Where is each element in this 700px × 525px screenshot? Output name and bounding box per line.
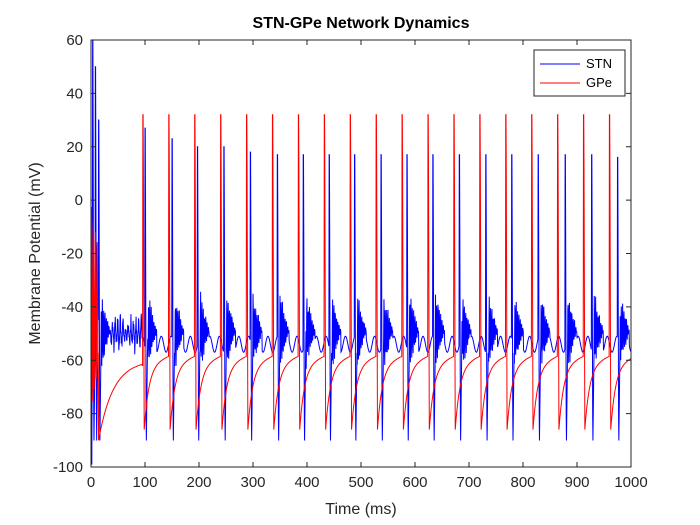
y-tick-label: 0 [75,192,83,209]
y-tick-label: -20 [61,246,83,263]
y-tick-label: 20 [66,139,83,156]
legend-label-stn: STN [586,56,612,71]
x-tick-label: 700 [456,474,481,491]
legend-box [533,49,626,97]
y-tick-label: -80 [61,406,83,423]
x-tick-label: 1000 [614,474,647,491]
legend: STN GPe [533,49,626,97]
ticks-layer: 0 100 200 300 400 500 600 700 800 900 1000-100-80-… [53,32,648,491]
y-tick-label: 60 [66,32,83,49]
x-tick-label: 200 [186,474,211,491]
x-tick-label: 800 [510,474,535,491]
series-line-gpe [91,114,631,441]
y-tick-label: -60 [61,352,83,369]
series-line-stn [91,40,631,465]
chart-title: STN-GPe Network Dynamics [253,15,470,32]
x-tick-label: 900 [564,474,589,491]
x-tick-label: 0 [87,474,95,491]
x-tick-label: 600 [402,474,427,491]
y-tick-label: 40 [66,85,83,102]
x-axis-label: Time (ms) [325,501,396,518]
x-tick-label: 400 [294,474,319,491]
x-tick-label: 100 [132,474,157,491]
x-tick-label: 500 [348,474,373,491]
y-tick-label: -40 [61,299,83,316]
legend-label-gpe: GPe [586,75,612,90]
y-axis-label: Membrane Potential (mV) [27,162,44,344]
x-tick-label: 300 [240,474,265,491]
series-layer [91,40,631,465]
y-tick-label: -100 [53,459,83,476]
